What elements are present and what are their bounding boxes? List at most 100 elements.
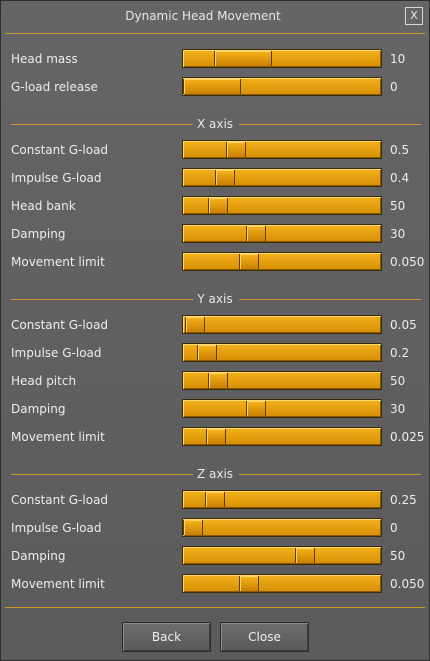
slider-thumb[interactable] — [205, 492, 225, 507]
setting-row-head-mass: Head mass 10 — [1, 49, 429, 69]
setting-label: Damping — [11, 402, 66, 416]
slider-thumb[interactable] — [214, 51, 272, 66]
z-axis-title: Z axis — [196, 467, 234, 481]
impulse-g-load-slider[interactable] — [182, 343, 382, 362]
setting-value: 0 — [390, 80, 398, 94]
slider-thumb[interactable] — [183, 79, 241, 94]
setting-label: Damping — [11, 227, 66, 241]
g-load-release-slider[interactable] — [182, 77, 382, 96]
setting-value: 0.5 — [390, 143, 410, 157]
divider — [239, 124, 421, 125]
setting-value: 0.4 — [390, 171, 410, 185]
y-axis-title: Y axis — [197, 292, 233, 306]
setting-row-movement-limit: Movement limit 0.050 — [1, 252, 429, 272]
setting-value: 0.2 — [390, 346, 410, 360]
setting-row-damping: Damping 30 — [1, 399, 429, 419]
setting-value: 30 — [390, 227, 406, 241]
setting-row-movement-limit: Movement limit 0.050 — [1, 574, 429, 594]
impulse-g-load-slider[interactable] — [182, 168, 382, 187]
setting-row-movement-limit: Movement limit 0.025 — [1, 427, 429, 447]
slider-thumb[interactable] — [206, 429, 226, 444]
setting-value: 0.25 — [390, 493, 417, 507]
setting-label: Head bank — [11, 199, 76, 213]
divider — [239, 299, 421, 300]
slider-thumb[interactable] — [185, 317, 205, 332]
setting-row-constant-g-load: Constant G-load 0.5 — [1, 140, 429, 160]
slider-thumb[interactable] — [208, 373, 228, 388]
movement-limit-slider[interactable] — [182, 574, 382, 593]
constant-g-load-slider[interactable] — [182, 315, 382, 334]
setting-value: 0.050 — [390, 255, 425, 269]
setting-row-impulse-g-load: Impulse G-load 0 — [1, 518, 429, 538]
setting-row-head-pitch: Head pitch 50 — [1, 371, 429, 391]
z-axis-header: Z axis — [1, 467, 429, 481]
slider-thumb[interactable] — [208, 198, 228, 213]
setting-row-head-bank: Head bank 50 — [1, 196, 429, 216]
damping-slider[interactable] — [182, 224, 382, 243]
back-button[interactable]: Back — [122, 622, 211, 652]
damping-slider[interactable] — [182, 399, 382, 418]
setting-label: Damping — [11, 549, 66, 563]
slider-thumb[interactable] — [183, 520, 203, 535]
setting-label: Constant G-load — [11, 493, 109, 507]
divider — [11, 124, 193, 125]
head-mass-slider[interactable] — [182, 49, 382, 68]
slider-thumb[interactable] — [246, 401, 266, 416]
setting-row-g-load-release: G-load release 0 — [1, 77, 429, 97]
divider — [5, 33, 425, 34]
setting-value: 50 — [390, 374, 406, 388]
setting-row-constant-g-load: Constant G-load 0.25 — [1, 490, 429, 510]
damping-slider[interactable] — [182, 546, 382, 565]
setting-value: 0.025 — [390, 430, 425, 444]
setting-label: Movement limit — [11, 430, 105, 444]
divider — [5, 607, 425, 608]
setting-label: Constant G-load — [11, 318, 109, 332]
slider-thumb[interactable] — [197, 345, 217, 360]
setting-label: Movement limit — [11, 577, 105, 591]
slider-thumb[interactable] — [246, 226, 266, 241]
divider — [239, 474, 421, 475]
slider-thumb[interactable] — [295, 548, 315, 563]
y-axis-header: Y axis — [1, 292, 429, 306]
head-bank-slider[interactable] — [182, 196, 382, 215]
setting-value: 0.050 — [390, 577, 425, 591]
setting-value: 0.05 — [390, 318, 417, 332]
title-bar: Dynamic Head Movement X — [1, 1, 429, 31]
movement-limit-slider[interactable] — [182, 252, 382, 271]
setting-value: 30 — [390, 402, 406, 416]
setting-value: 0 — [390, 521, 398, 535]
x-axis-title: X axis — [196, 117, 234, 131]
constant-g-load-slider[interactable] — [182, 140, 382, 159]
setting-label: Constant G-load — [11, 143, 109, 157]
slider-thumb[interactable] — [239, 254, 259, 269]
divider — [11, 299, 193, 300]
setting-label: G-load release — [11, 80, 98, 94]
setting-value: 10 — [390, 52, 406, 66]
movement-limit-slider[interactable] — [182, 427, 382, 446]
close-button[interactable]: Close — [220, 622, 309, 652]
impulse-g-load-slider[interactable] — [182, 518, 382, 537]
window-title: Dynamic Head Movement — [125, 9, 281, 23]
setting-label: Impulse G-load — [11, 346, 102, 360]
divider — [11, 474, 193, 475]
setting-label: Head mass — [11, 52, 78, 66]
setting-value: 50 — [390, 549, 406, 563]
slider-thumb[interactable] — [215, 170, 235, 185]
slider-thumb[interactable] — [226, 142, 246, 157]
constant-g-load-slider[interactable] — [182, 490, 382, 509]
setting-row-damping: Damping 30 — [1, 224, 429, 244]
setting-row-impulse-g-load: Impulse G-load 0.4 — [1, 168, 429, 188]
setting-row-constant-g-load: Constant G-load 0.05 — [1, 315, 429, 335]
setting-label: Impulse G-load — [11, 171, 102, 185]
setting-row-damping: Damping 50 — [1, 546, 429, 566]
setting-label: Movement limit — [11, 255, 105, 269]
head-pitch-slider[interactable] — [182, 371, 382, 390]
x-axis-header: X axis — [1, 117, 429, 131]
setting-label: Impulse G-load — [11, 521, 102, 535]
close-window-button[interactable]: X — [405, 7, 423, 25]
slider-thumb[interactable] — [239, 576, 259, 591]
setting-label: Head pitch — [11, 374, 77, 388]
setting-value: 50 — [390, 199, 406, 213]
setting-row-impulse-g-load: Impulse G-load 0.2 — [1, 343, 429, 363]
